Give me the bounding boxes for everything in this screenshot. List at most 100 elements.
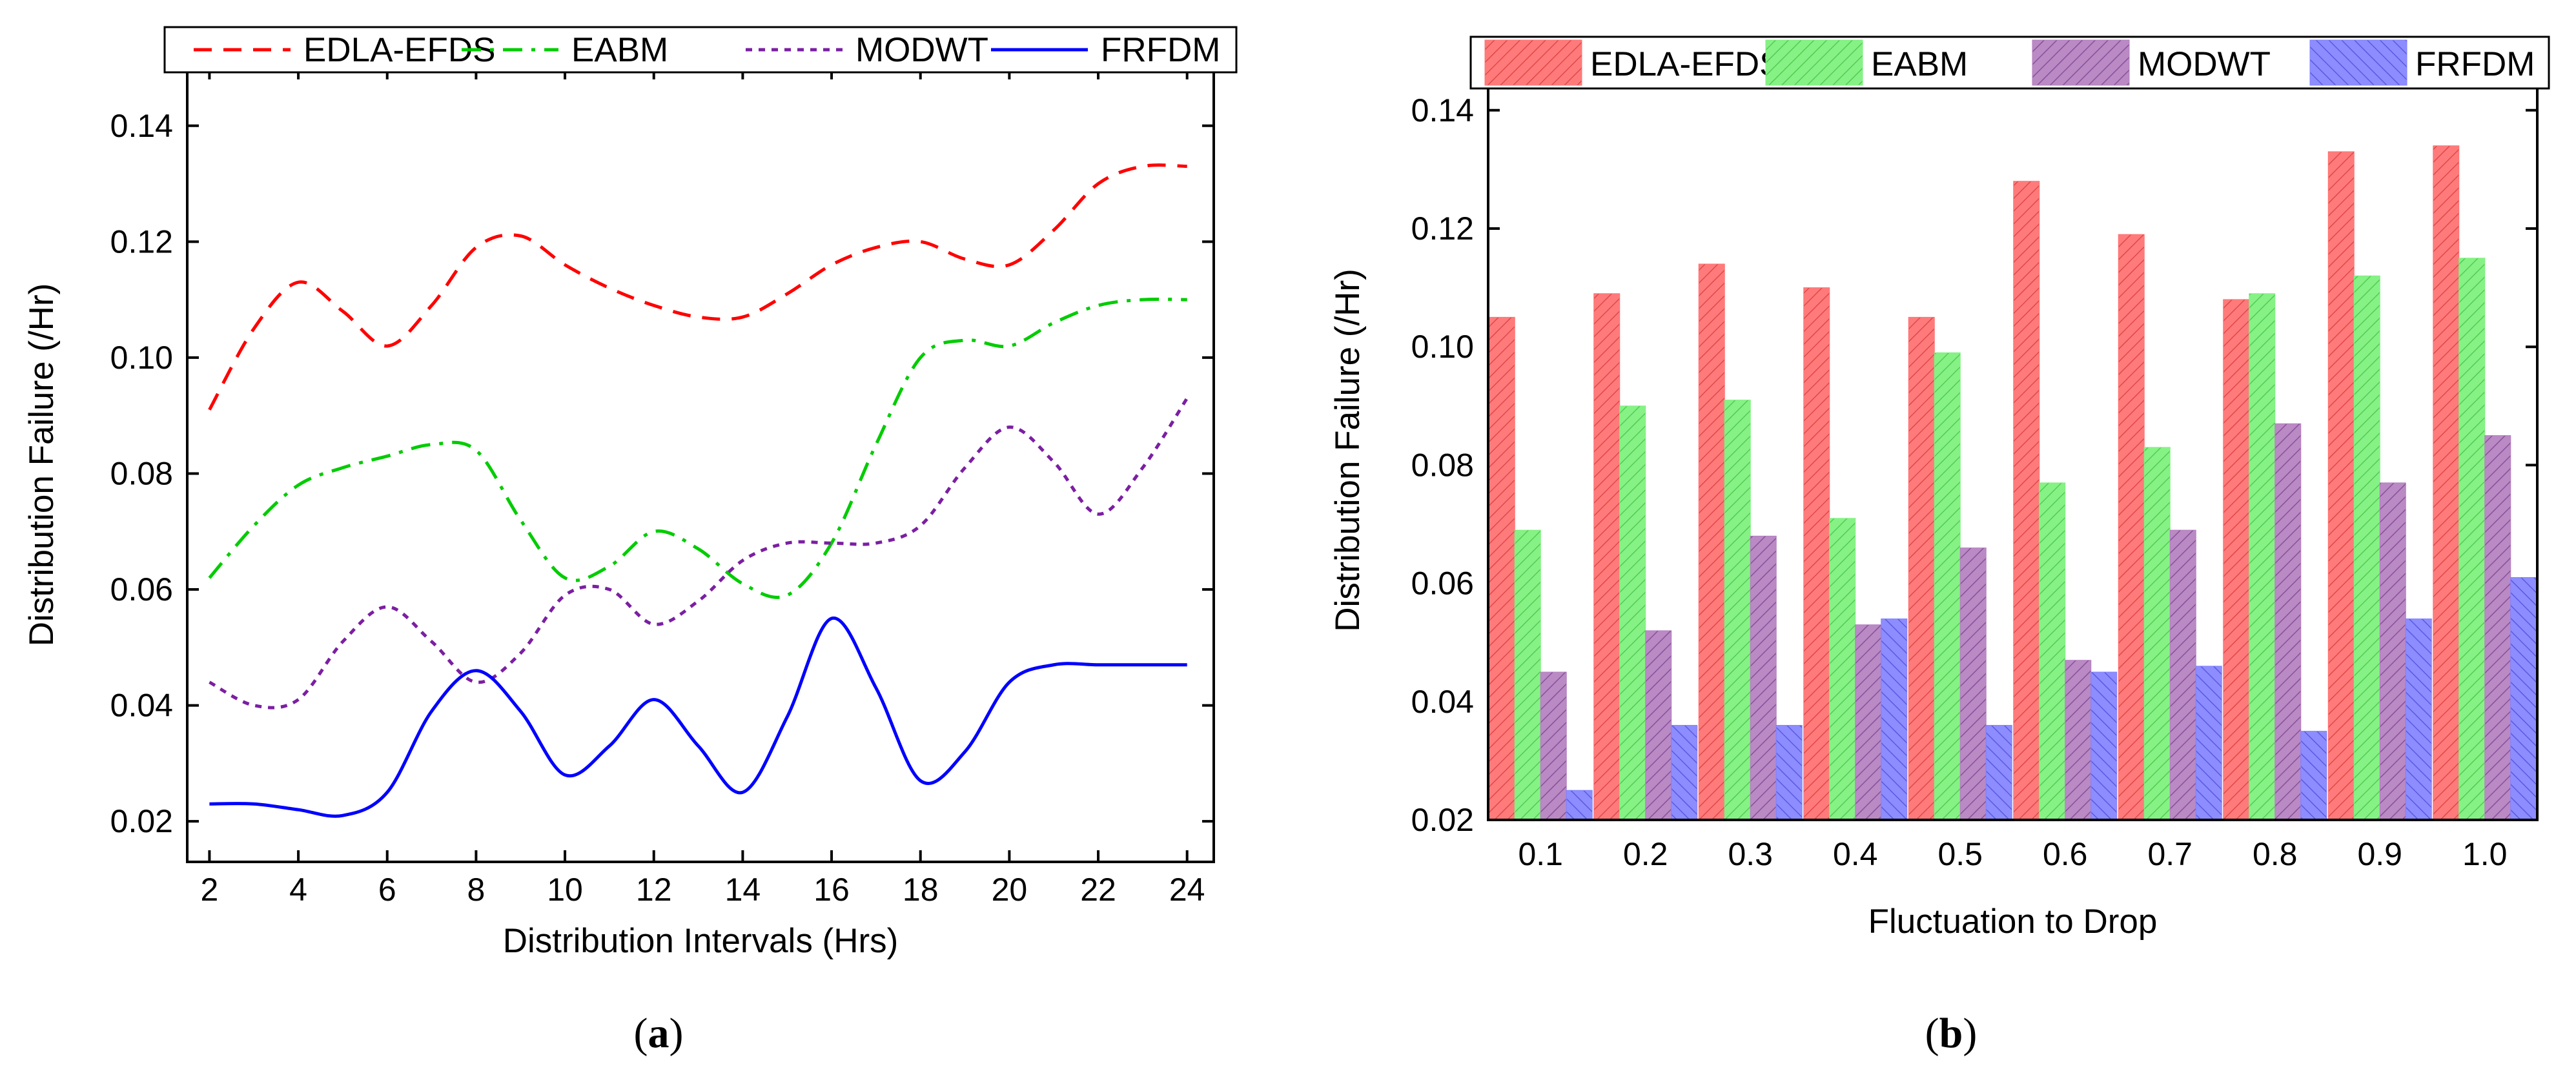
b-bar-frfdm [2405, 618, 2432, 821]
a-series-line-eabm [208, 297, 1187, 599]
b-legend-swatch [2309, 39, 2407, 86]
b-x-tick-label: 0.8 [2253, 836, 2298, 872]
b-bar-eabm [1724, 400, 1751, 821]
a-x-tick-label: 22 [1080, 872, 1116, 908]
panel-a-y-axis-title: Distribution Failure (/Hr) [23, 283, 61, 647]
b-bar-edla-efds [2327, 151, 2355, 821]
a-series-line-frfdm [209, 617, 1187, 818]
b-bar-modwt [2169, 529, 2196, 821]
b-bar-eabm [1829, 518, 1856, 821]
b-legend-label: FRFDM [2415, 45, 2535, 83]
b-x-tick-label: 1.0 [2462, 836, 2508, 872]
b-bar-modwt [2379, 482, 2406, 821]
b-bar-modwt [2274, 423, 2302, 821]
b-bar-frfdm [2510, 577, 2537, 821]
a-y-tick-label: 0.10 [110, 340, 173, 376]
b-bar-eabm [2039, 482, 2066, 821]
a-y-tick-label: 0.02 [110, 803, 173, 839]
a-x-tick-label: 16 [813, 872, 850, 908]
b-bar-modwt [2484, 435, 2511, 821]
b-bar-eabm [2143, 447, 2171, 821]
a-x-tick-label: 14 [725, 872, 761, 908]
b-legend-swatch [1484, 39, 1582, 86]
panel-label-a: (a) [634, 1010, 684, 1057]
a-x-tick-label: 20 [992, 872, 1028, 908]
panel-label-b-letter: b [1939, 1010, 1963, 1057]
b-x-tick-label: 0.1 [1518, 836, 1563, 872]
b-bar-modwt [1750, 535, 1777, 821]
b-bar-frfdm [2195, 666, 2222, 821]
b-bar-edla-efds [1698, 263, 1725, 821]
b-legend-swatch [1765, 39, 1863, 86]
a-legend-label: FRFDM [1101, 31, 1220, 69]
b-bar-frfdm [1881, 618, 1908, 821]
b-bar-edla-efds [2118, 234, 2145, 821]
b-bar-eabm [2458, 258, 2486, 821]
b-bar-modwt [1645, 630, 1672, 821]
b-y-tick-label: 0.04 [1411, 684, 1474, 720]
b-y-tick-label: 0.10 [1411, 329, 1474, 365]
b-bar-eabm [2249, 293, 2276, 821]
b-bar-frfdm [1985, 724, 2012, 821]
b-bar-eabm [2353, 275, 2380, 821]
panel-label-b-open: ( [1925, 1010, 1939, 1057]
a-y-tick-label: 0.14 [110, 108, 173, 144]
b-bar-modwt [1540, 671, 1567, 821]
panel-label-a-close: ) [670, 1010, 684, 1057]
panel-a-plot-frame [186, 66, 1215, 863]
panel-a-series [208, 163, 1189, 818]
b-y-tick-label: 0.02 [1411, 802, 1474, 838]
b-y-tick-label: 0.14 [1411, 92, 1474, 128]
b-bar-edla-efds [2433, 145, 2460, 821]
b-x-tick-label: 0.9 [2357, 836, 2402, 872]
b-y-tick-label: 0.06 [1411, 566, 1474, 602]
panel-label-a-letter: a [648, 1010, 670, 1057]
panel-b-x-axis-title: Fluctuation to Drop [1868, 903, 2158, 941]
panel-label-a-open: ( [634, 1010, 648, 1057]
a-y-tick-label: 0.04 [110, 688, 173, 724]
a-x-tick-label: 4 [289, 872, 307, 908]
panel-b-y-axis-title: Distribution Failure (/Hr) [1329, 269, 1367, 632]
a-y-tick-label: 0.12 [110, 223, 173, 260]
b-bar-frfdm [1671, 724, 1698, 821]
line-chart-panel-a: 2 4 6 8 10 12 14 16 18 20 22 240.020.040.060.080.10… [23, 26, 1238, 960]
b-y-tick-label: 0.08 [1411, 447, 1474, 483]
b-bar-eabm [1514, 529, 1541, 821]
b-x-tick-label: 0.6 [2043, 836, 2088, 872]
a-series-line-modwt [209, 397, 1189, 710]
b-bar-edla-efds [1593, 293, 1620, 821]
a-x-tick-label: 10 [547, 872, 583, 908]
b-bar-edla-efds [1488, 316, 1515, 821]
b-bar-edla-efds [2223, 299, 2250, 821]
b-bar-eabm [1934, 352, 1961, 821]
b-bar-edla-efds [1908, 316, 1935, 821]
panel-label-b-close: ) [1963, 1010, 1977, 1057]
b-x-tick-label: 0.3 [1728, 836, 1773, 872]
a-x-tick-label: 6 [378, 872, 396, 908]
b-x-tick-label: 0.5 [1937, 836, 1983, 872]
a-y-tick-label: 0.08 [110, 455, 173, 491]
b-x-tick-label: 0.2 [1623, 836, 1668, 872]
b-bar-edla-efds [1803, 287, 1830, 821]
panel-a-x-axis-title: Distribution Intervals (Hrs) [503, 922, 899, 960]
b-bar-frfdm [1775, 724, 1803, 821]
b-bar-frfdm [1566, 790, 1593, 821]
a-x-tick-label: 8 [467, 872, 485, 908]
a-y-tick-label: 0.06 [110, 571, 173, 608]
bar-chart-panel-b: 0.02 0.04 0.06 0.08 0.10 0.12 0.14 0.1 0.2 0.3 0.4… [1329, 36, 2550, 941]
panel-a-legend: EDLA-EFDS EABM MODWT FRFDM [163, 26, 1238, 74]
b-legend-label: EABM [1871, 45, 1968, 83]
panel-label-b: (b) [1925, 1010, 1978, 1057]
a-legend-label: EABM [571, 31, 668, 69]
a-series-line-edla-efds [208, 163, 1187, 411]
b-y-tick-label: 0.12 [1411, 210, 1474, 247]
panel-b-legend: EDLA-EFDS EABM MODWT FRFDM [1469, 36, 2550, 90]
b-bar-frfdm [2090, 671, 2118, 821]
panel-b-bars [1488, 145, 2537, 821]
b-bar-modwt [1959, 547, 1987, 821]
a-x-tick-label: 24 [1169, 872, 1205, 908]
b-bar-eabm [1619, 405, 1646, 821]
b-bar-edla-efds [2013, 181, 2040, 821]
b-legend-label: MODWT [2138, 45, 2271, 83]
